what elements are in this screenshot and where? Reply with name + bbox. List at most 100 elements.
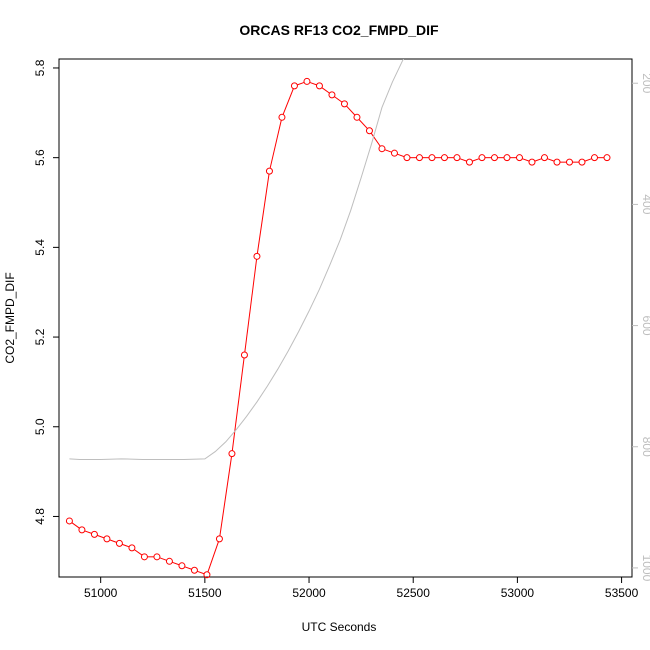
series-0-point [478,154,486,162]
series-0-segment [334,96,343,103]
series-0-point [203,571,211,579]
series-0-segment [134,549,143,556]
series-0-point [228,450,236,458]
x-tick-label: 51500 [188,586,222,600]
series-0-segment [159,557,167,561]
series-0-point [590,154,598,162]
series-0-segment [256,174,270,254]
y-tick-label: 5.4 [33,239,47,256]
x-axis: 51000 51500 52000 52500 53000 53500 [84,577,639,600]
series-0-point [440,154,448,162]
series-0-segment [346,105,356,116]
y2-tick-label: 600 [640,316,650,336]
series-0-segment [321,87,330,94]
y-tick-label: 5.8 [33,59,47,76]
series-0-segment [71,522,80,529]
series-0-point [240,351,248,359]
series-0-point [340,100,348,108]
series-0-point [565,158,573,166]
series-0-point [353,113,361,121]
series-0-segment [184,566,192,570]
chart-title: ORCAS RF13 CO2_FMPD_DIF [239,22,439,38]
series-0-point [415,154,423,162]
series-0-segment [370,132,381,147]
series-0-segment [397,153,405,158]
series-0-segment [122,543,130,548]
series-0-segment [522,158,530,162]
series-0-point [528,158,536,166]
series-0-segment [84,530,92,534]
series-0-point [290,82,298,90]
series-0-point [603,154,611,162]
y-tick-label: 5.0 [33,418,47,435]
x-tick-label: 53000 [501,586,535,600]
series-0-point [515,154,523,162]
series-0-point [390,149,398,157]
series-0-point [490,154,498,162]
plot-frame [58,58,633,578]
series-0-point [165,557,173,565]
series-0-segment [231,357,245,451]
x-tick-label: 52500 [397,586,431,600]
series-1-line [69,59,404,460]
series-layer [65,59,611,579]
series-0-point [253,252,261,260]
series-0-point [78,526,86,534]
series-0-point [540,154,548,162]
series-0-point [428,154,436,162]
series-0-segment [207,541,219,573]
series-0-point [90,530,98,538]
series-0-point [115,539,123,547]
series-0-segment [244,259,258,353]
series-0-point [403,154,411,162]
y2-axis: 200 400 600 800 1000 [632,73,650,582]
series-0-point [503,154,511,162]
series-0-segment [459,158,467,162]
x-axis-label: UTC Seconds [302,620,377,634]
series-0-segment [297,81,305,86]
series-0-segment [584,158,592,162]
series-0-point [140,553,148,561]
series-0-point [278,113,286,121]
y-axis-label: CO2_FMPD_DIF [3,272,17,363]
series-0-segment [197,570,205,575]
x-tick-label: 51000 [84,586,118,600]
y-tick-label: 5.2 [33,328,47,345]
series-0-segment [472,158,480,162]
series-0-point [365,127,373,135]
x-tick-label: 53500 [605,586,639,600]
series-0-segment [172,561,180,566]
series-0-point [453,154,461,162]
series-0-point [465,158,473,166]
y-tick-label: 4.8 [33,508,47,525]
series-0-segment [534,158,542,162]
series-0-point [215,535,223,543]
series-0-segment [269,120,282,169]
y2-tick-label: 1000 [640,555,650,582]
series-0-segment [547,158,555,162]
series-0-point [265,167,273,175]
series-0-point [315,82,323,90]
series-0-segment [384,149,392,153]
series-0-point [190,566,198,574]
series-0-segment [282,88,294,115]
series-0-segment [358,119,368,129]
y-tick-label: 5.6 [33,149,47,166]
series-0-point [153,553,161,561]
series-0-segment [219,456,233,536]
series-0-point [378,145,386,153]
series-0-segment [109,539,117,543]
series-0-segment [97,534,105,539]
series-0-point [128,544,136,552]
series-0-point [103,535,111,543]
series-0-point [65,517,73,525]
series-0-point [303,77,311,85]
y2-tick-label: 400 [640,194,650,214]
series-0-point [178,562,186,570]
series-0-point [553,158,561,166]
series-0-point [578,158,586,166]
y2-tick-label: 800 [640,437,650,457]
series-0-segment [309,81,317,86]
y2-tick-label: 200 [640,73,650,93]
